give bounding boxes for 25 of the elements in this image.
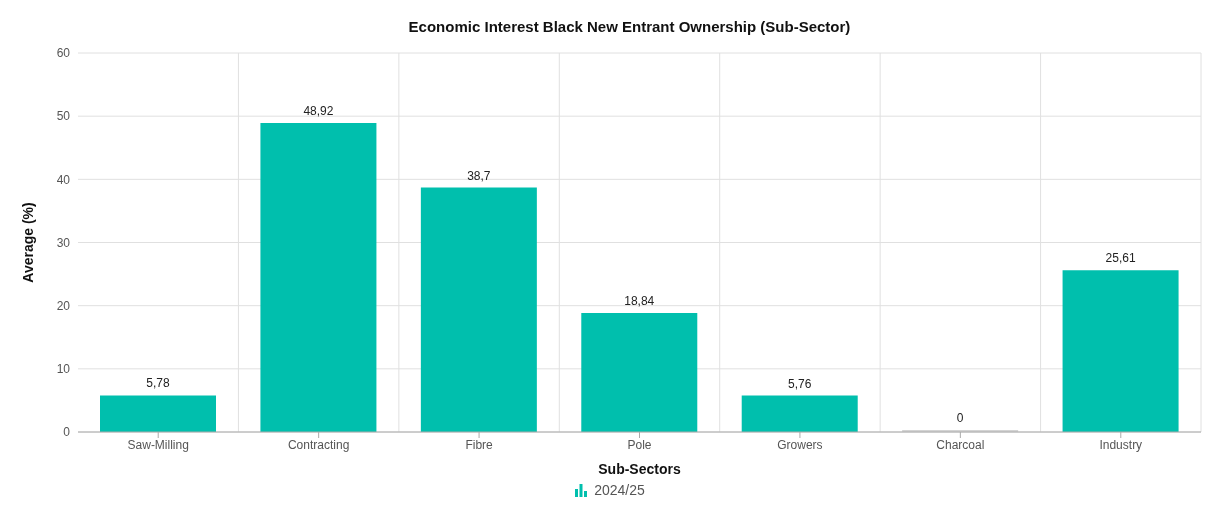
y-tick-label: 50	[56, 109, 71, 124]
data-label: 48,92	[303, 103, 334, 118]
x-tick-label: Industry	[1099, 437, 1143, 452]
legend-label: 2024/25	[594, 482, 645, 498]
y-axis-title: Average (%)	[19, 202, 36, 283]
data-label: 5,76	[788, 376, 812, 391]
x-tick-label: Charcoal	[936, 437, 985, 452]
x-tick-label: Growers	[777, 437, 823, 452]
y-tick-label: 40	[56, 172, 71, 187]
y-tick-label: 60	[56, 46, 71, 61]
x-tick-label: Fibre	[465, 437, 494, 452]
data-label: 0	[956, 411, 964, 425]
x-tick-label: Pole	[627, 437, 652, 452]
y-tick-label: 20	[56, 298, 71, 313]
y-tick-label: 30	[56, 235, 71, 250]
y-tick-label: 0	[63, 425, 71, 440]
x-tick-label: Saw-Milling	[127, 437, 189, 452]
chart-title: Economic Interest Black New Entrant Ownership (Sub-Sector)	[408, 18, 851, 35]
x-axis-title: Sub-Sectors	[598, 461, 681, 477]
data-label: 25,61	[1105, 251, 1136, 266]
y-tick-label: 10	[56, 362, 71, 377]
data-label: 5,78	[146, 376, 170, 391]
x-tick-label: Contracting	[287, 437, 350, 452]
data-label: 38,7	[467, 168, 491, 183]
data-label: 18,84	[624, 293, 655, 308]
